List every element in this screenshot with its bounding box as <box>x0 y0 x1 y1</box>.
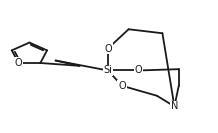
Text: O: O <box>135 65 142 76</box>
Text: O: O <box>135 65 142 76</box>
Text: O: O <box>104 43 112 54</box>
Text: N: N <box>171 101 178 111</box>
Text: O: O <box>15 58 22 68</box>
Text: N: N <box>171 101 178 111</box>
Text: Si: Si <box>104 65 112 76</box>
Text: O: O <box>104 43 112 54</box>
Text: O: O <box>15 58 22 68</box>
Text: Si: Si <box>104 65 112 76</box>
Text: O: O <box>118 81 126 91</box>
Text: O: O <box>118 81 126 91</box>
